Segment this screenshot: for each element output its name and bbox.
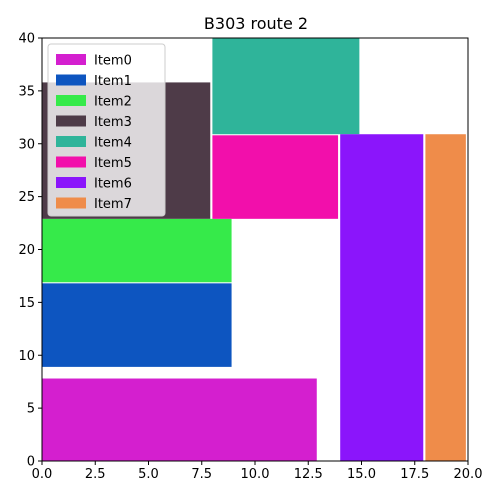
y-tick-label: 30: [18, 137, 35, 152]
item-rect-7: [425, 134, 465, 461]
y-tick-label: 40: [18, 32, 35, 47]
x-tick-label: 15.0: [347, 467, 376, 482]
y-tick-label: 10: [18, 349, 35, 364]
item-rect-1: [42, 283, 232, 367]
chart-title: B303 route 2: [204, 14, 308, 33]
y-tick-label: 35: [18, 84, 35, 99]
item-rect-0: [42, 379, 317, 461]
legend-swatch: [56, 198, 86, 209]
y-tick-label: 15: [18, 296, 35, 311]
legend-label: Item5: [94, 156, 132, 171]
x-tick-label: 12.5: [294, 467, 323, 482]
legend-label: Item2: [94, 95, 132, 110]
y-tick-label: 25: [18, 190, 35, 205]
y-axis: 0 5 10 15 20 25 30 35 40: [18, 32, 42, 470]
legend-swatch: [56, 136, 86, 147]
legend-swatch: [56, 54, 86, 65]
y-tick-label: 0: [27, 455, 35, 470]
legend-label: Item6: [94, 177, 132, 192]
x-tick-label: 20.0: [454, 467, 483, 482]
legend-label: Item7: [94, 197, 132, 212]
item-rect-5: [212, 135, 338, 219]
legend-swatch: [56, 95, 86, 106]
y-tick-label: 5: [27, 402, 35, 417]
item-rect-4: [212, 38, 359, 134]
legend-swatch: [56, 177, 86, 188]
legend-label: Item1: [94, 74, 132, 89]
legend-label: Item4: [94, 136, 132, 151]
x-tick-label: 17.5: [400, 467, 429, 482]
item-rect-6: [340, 134, 423, 461]
legend: Item0 Item1 Item2 Item3 Item4 Item5 Item6 Item7: [48, 44, 165, 216]
legend-swatch: [56, 116, 86, 127]
legend-swatch: [56, 75, 86, 86]
x-tick-label: 2.5: [85, 467, 106, 482]
x-axis: 0.0 2.5 5.0 7.5 10.0 12.5 15.0 17.5 20.0: [32, 461, 483, 482]
y-tick-label: 20: [18, 243, 35, 258]
x-tick-label: 5.0: [138, 467, 159, 482]
item-rect-2: [42, 219, 232, 282]
x-tick-label: 7.5: [191, 467, 212, 482]
legend-swatch: [56, 157, 86, 168]
legend-label: Item0: [94, 54, 132, 69]
x-tick-label: 10.0: [241, 467, 270, 482]
legend-label: Item3: [94, 115, 132, 130]
